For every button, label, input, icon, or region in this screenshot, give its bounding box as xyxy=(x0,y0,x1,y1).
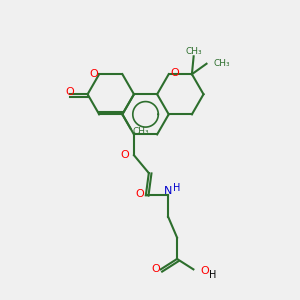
Text: O: O xyxy=(200,266,209,276)
Text: O: O xyxy=(151,264,160,274)
Text: O: O xyxy=(121,150,130,160)
Text: O: O xyxy=(170,68,179,78)
Text: O: O xyxy=(66,87,75,97)
Text: O: O xyxy=(135,189,144,199)
Text: N: N xyxy=(164,186,172,196)
Text: CH₃: CH₃ xyxy=(132,128,149,136)
Text: CH₃: CH₃ xyxy=(185,47,202,56)
Text: CH₃: CH₃ xyxy=(214,59,231,68)
Text: H: H xyxy=(173,183,180,193)
Text: O: O xyxy=(89,69,98,79)
Text: H: H xyxy=(208,270,216,280)
